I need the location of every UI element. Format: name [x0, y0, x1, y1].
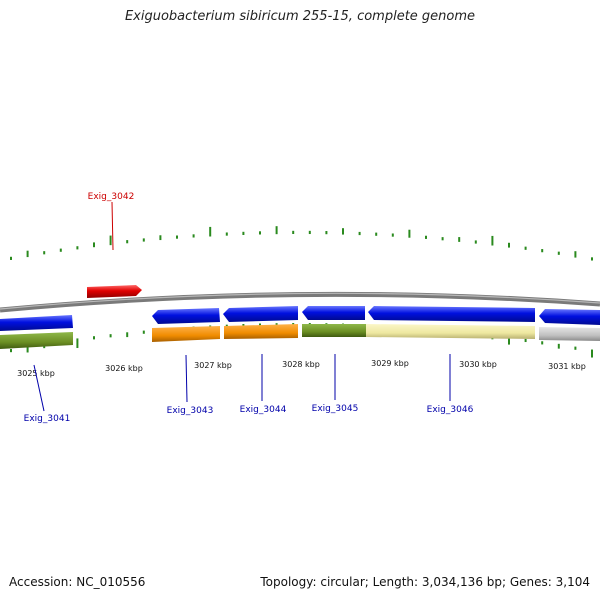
backbone-highlight: [0, 292, 600, 310]
cds-exig-3046-reverse[interactable]: [368, 306, 535, 322]
cog-bar-exig-3044: [224, 324, 298, 339]
cds-exig-3042-forward[interactable]: [87, 285, 142, 298]
gene-label-exig-3042[interactable]: Exig_3042: [88, 192, 135, 202]
topology-summary: Topology: circular; Length: 3,034,136 bp…: [260, 575, 590, 589]
scale-label-3029: 3029 kbp: [371, 359, 409, 368]
cog-bar-exig-3041: [0, 332, 73, 349]
cog-bar-exig-3043: [152, 326, 220, 342]
backbone-ring: [0, 291, 600, 313]
scale-label-3028: 3028 kbp: [282, 360, 320, 369]
leader-exig-3041: [33, 364, 45, 412]
scale-label-3031: 3031 kbp: [548, 362, 586, 371]
scale-label-3027: 3027 kbp: [194, 361, 232, 370]
scale-label-3026: 3026 kbp: [105, 364, 143, 373]
genome-title: Exiguobacterium sibiricum 255-15, comple…: [124, 9, 476, 24]
cog-bar-next: [539, 327, 600, 341]
cds-exig-3041-reverse[interactable]: [0, 315, 73, 331]
cds-exig-3044-reverse[interactable]: [223, 306, 298, 322]
scale-label-3030: 3030 kbp: [459, 360, 497, 369]
gene-label-exig-3043[interactable]: Exig_3043: [167, 406, 214, 416]
cog-bar-exig-3045: [302, 324, 366, 337]
cds-exig-3045-reverse[interactable]: [302, 306, 365, 320]
cog-bar-exig-3046: [366, 324, 535, 339]
gene-label-exig-3044[interactable]: Exig_3044: [240, 405, 287, 415]
accession-text: Accession: NC_010556: [9, 575, 146, 589]
gene-label-exig-3046[interactable]: Exig_3046: [427, 405, 474, 415]
cds-exig-3043-reverse[interactable]: [152, 308, 220, 324]
cds-next-reverse[interactable]: [539, 309, 600, 325]
leader-exig-3042: [111, 201, 114, 251]
gene-label-exig-3041[interactable]: Exig_3041: [24, 414, 71, 424]
gc-skew-track-outer: [10, 226, 593, 261]
leader-exig-3043: [185, 354, 188, 403]
gene-label-exig-3045[interactable]: Exig_3045: [312, 404, 359, 414]
